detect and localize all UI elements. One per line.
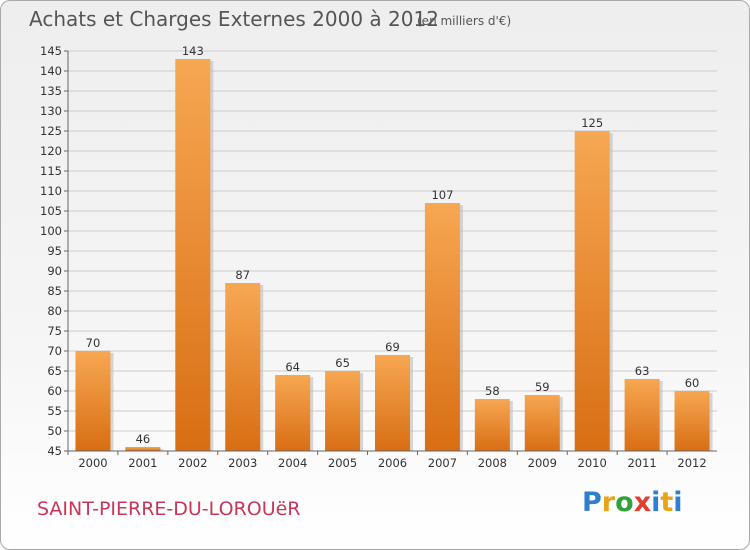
y-tick-label: 50 <box>47 424 62 438</box>
bar-value-label: 65 <box>335 356 350 370</box>
bar-2006[interactable] <box>375 355 410 451</box>
bar-value-label: 59 <box>535 380 550 394</box>
chart-subtitle: (en milliers d'€) <box>417 14 512 28</box>
bar-2007[interactable] <box>424 203 460 451</box>
y-tick-label: 125 <box>40 124 62 138</box>
logo-letter: i <box>673 487 683 518</box>
bar-2011[interactable] <box>624 379 660 451</box>
logo-letter: P <box>582 487 602 518</box>
bar-value-label: 46 <box>136 432 151 446</box>
logo-letter: r <box>601 487 616 518</box>
bar-2000[interactable] <box>75 351 111 451</box>
y-tick-label: 145 <box>40 44 62 58</box>
x-tick-label: 2002 <box>178 456 207 470</box>
x-tick-label: 2009 <box>528 456 557 470</box>
bar-value-label: 60 <box>685 376 700 390</box>
bar-value-label: 125 <box>581 116 603 130</box>
y-tick-label: 90 <box>47 264 62 278</box>
bars: 70 46 143 87 64 65 69 107 58 59 125 63 60 <box>75 44 713 451</box>
bar-value-label: 87 <box>235 268 250 282</box>
logo-letter: o <box>615 487 634 518</box>
logo-letter: i <box>651 487 661 518</box>
bar-value-label: 70 <box>86 336 101 350</box>
y-tick-label: 75 <box>47 324 62 338</box>
bar-2003[interactable] <box>225 283 261 451</box>
y-tick-label: 130 <box>40 104 62 118</box>
x-tick-label: 2000 <box>78 456 107 470</box>
y-tick-label: 65 <box>47 364 62 378</box>
bar-2008[interactable] <box>474 399 510 451</box>
y-tick-label: 135 <box>40 84 62 98</box>
x-tick-label: 2011 <box>627 456 656 470</box>
x-tick-label: 2012 <box>677 456 706 470</box>
y-tick-label: 85 <box>47 284 62 298</box>
y-tick-label: 55 <box>47 404 62 418</box>
bar-value-label: 63 <box>635 364 650 378</box>
bar-2010[interactable] <box>574 131 610 451</box>
y-tick-label: 140 <box>40 64 62 78</box>
y-tick-label: 70 <box>47 344 62 358</box>
town-name: SAINT-PIERRE-DU-LOROUëR <box>37 498 301 520</box>
bar-value-label: 58 <box>485 384 500 398</box>
proxiti-logo[interactable]: Proxiti <box>582 487 683 518</box>
y-tick-label: 60 <box>47 384 62 398</box>
x-tick-label: 2006 <box>378 456 407 470</box>
x-tick-label: 2005 <box>328 456 357 470</box>
x-tick-label: 2010 <box>578 456 607 470</box>
y-tick-label: 110 <box>40 184 62 198</box>
y-tick-label: 80 <box>47 304 62 318</box>
y-tick-label: 105 <box>40 204 62 218</box>
x-tick-label: 2003 <box>228 456 257 470</box>
bar-2012[interactable] <box>674 391 710 451</box>
x-tick-label: 2001 <box>128 456 157 470</box>
y-tick-label: 45 <box>47 444 62 458</box>
y-tick-label: 115 <box>40 164 62 178</box>
bar-2009[interactable] <box>524 395 560 451</box>
logo-letter: x <box>633 487 652 518</box>
bar-value-label: 107 <box>431 188 453 202</box>
bar-value-label: 143 <box>182 44 204 58</box>
bar-2002[interactable] <box>175 59 211 451</box>
x-tick-label: 2007 <box>428 456 457 470</box>
y-tick-label: 120 <box>40 144 62 158</box>
bar-2005[interactable] <box>325 371 361 451</box>
bar-value-label: 69 <box>385 340 400 354</box>
y-tick-label: 100 <box>40 224 62 238</box>
bar-value-label: 64 <box>285 360 300 374</box>
x-tick-label: 2008 <box>478 456 507 470</box>
bar-2001[interactable] <box>125 447 161 451</box>
x-tick-label: 2004 <box>278 456 307 470</box>
chart-title: Achats et Charges Externes 2000 à 2012 <box>29 7 439 31</box>
axes: 45 50 55 60 65 70 75 80 85 90 95 100 105 110 115 120 125… <box>40 44 717 470</box>
logo-letter: t <box>660 487 674 518</box>
bar-2004[interactable] <box>275 375 311 451</box>
y-tick-label: 95 <box>47 244 62 258</box>
